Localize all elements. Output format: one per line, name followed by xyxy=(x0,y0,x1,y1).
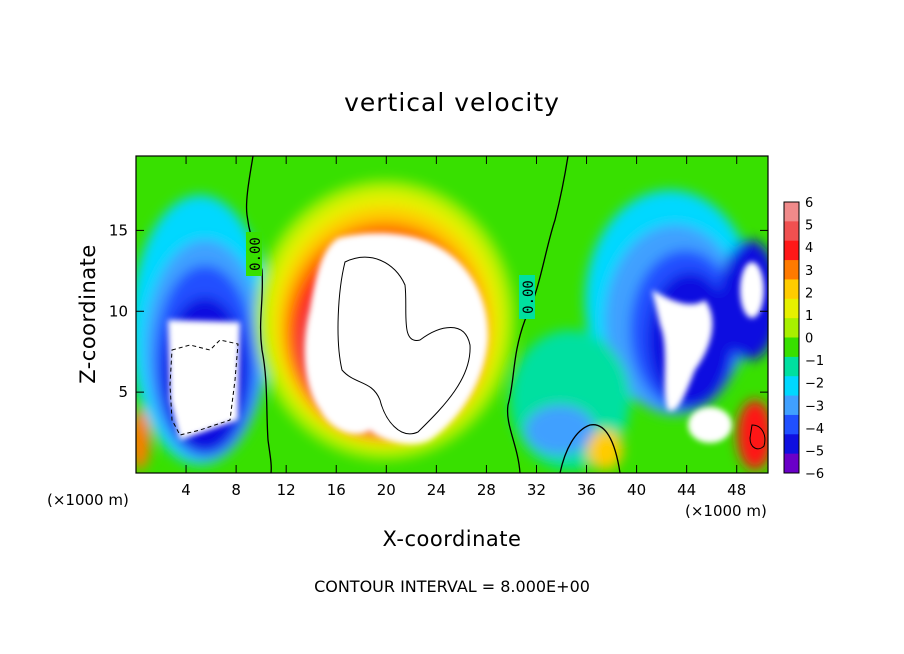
colorbar-label: 5 xyxy=(805,219,813,234)
colorbar-label: −2 xyxy=(805,377,824,392)
colorbar-swatch xyxy=(784,298,799,319)
heatmap-field xyxy=(136,156,768,473)
zero-contour-label-right: 0.00 xyxy=(521,280,537,314)
colorbar-label: −1 xyxy=(805,354,824,369)
zero-contour-middle xyxy=(506,156,569,473)
x-axis-label: X-coordinate xyxy=(382,527,522,551)
colorbar-label: 6 xyxy=(805,196,813,211)
x-tick-label: 36 xyxy=(577,481,596,499)
colorbar: 6 5 4 3 2 1 0 −1 −2 −3 −4 −5 −6 xyxy=(783,196,824,482)
colorbar-swatch xyxy=(784,279,799,300)
x-axis: 4 8 12 16 20 24 28 32 36 40 44 48 xyxy=(181,156,746,499)
colorbar-label: 0 xyxy=(805,332,813,347)
colorbar-swatch xyxy=(784,453,799,474)
colorbar-label: 4 xyxy=(805,241,813,256)
x-tick-label: 16 xyxy=(327,481,346,499)
x-tick-label: 12 xyxy=(277,481,296,499)
x-tick-label: 4 xyxy=(181,481,191,499)
x-unit-label-left: (×1000 m) xyxy=(47,491,129,509)
colorbar-swatch xyxy=(784,376,799,397)
colorbar-swatch xyxy=(784,337,799,358)
colorbar-swatch xyxy=(784,395,799,416)
dashed-contour-left xyxy=(169,339,239,436)
x-tick-label: 8 xyxy=(231,481,241,499)
colorbar-swatch xyxy=(784,221,799,242)
contour-lines xyxy=(169,156,766,473)
colorbar-swatch xyxy=(784,240,799,261)
y-tick-label: 15 xyxy=(109,221,128,239)
y-axis: 5 10 15 xyxy=(109,221,768,401)
zero-contour-labels: 0.00 0.00 xyxy=(246,232,537,319)
x-tick-label: 24 xyxy=(427,481,446,499)
colorbar-label: −6 xyxy=(805,467,824,482)
contour-interval-text: CONTOUR INTERVAL = 8.000E+00 xyxy=(314,577,590,596)
contour-lower-right xyxy=(559,424,621,473)
colorbar-swatch xyxy=(784,202,799,222)
inner-contour-updraft xyxy=(337,256,471,435)
y-tick-label: 10 xyxy=(109,302,128,320)
x-tick-label: 48 xyxy=(727,481,746,499)
x-tick-label: 28 xyxy=(477,481,496,499)
zero-contour-label-left: 0.00 xyxy=(248,237,264,271)
colorbar-swatch xyxy=(784,318,799,338)
zero-contour-left xyxy=(245,156,272,473)
plot-frame xyxy=(135,155,769,474)
small-contour-right xyxy=(749,424,766,450)
colorbar-label: −4 xyxy=(805,422,824,437)
x-tick-label: 40 xyxy=(627,481,646,499)
y-tick-label: 5 xyxy=(118,383,128,401)
x-unit-label-right: (×1000 m) xyxy=(685,502,767,520)
x-tick-label: 20 xyxy=(377,481,396,499)
chart-title: vertical velocity xyxy=(344,88,560,117)
colorbar-swatch xyxy=(784,434,799,455)
colorbar-label: 2 xyxy=(805,286,813,301)
x-tick-label: 44 xyxy=(677,481,696,499)
colorbar-swatch xyxy=(784,414,799,435)
colorbar-frame xyxy=(783,201,800,474)
colorbar-label: −5 xyxy=(805,444,824,459)
colorbar-label: 1 xyxy=(805,309,813,324)
colorbar-label: −3 xyxy=(805,399,824,414)
colorbar-label: 3 xyxy=(805,264,813,279)
colorbar-swatch xyxy=(784,260,799,280)
colorbar-swatch xyxy=(784,356,799,377)
x-tick-label: 32 xyxy=(527,481,546,499)
